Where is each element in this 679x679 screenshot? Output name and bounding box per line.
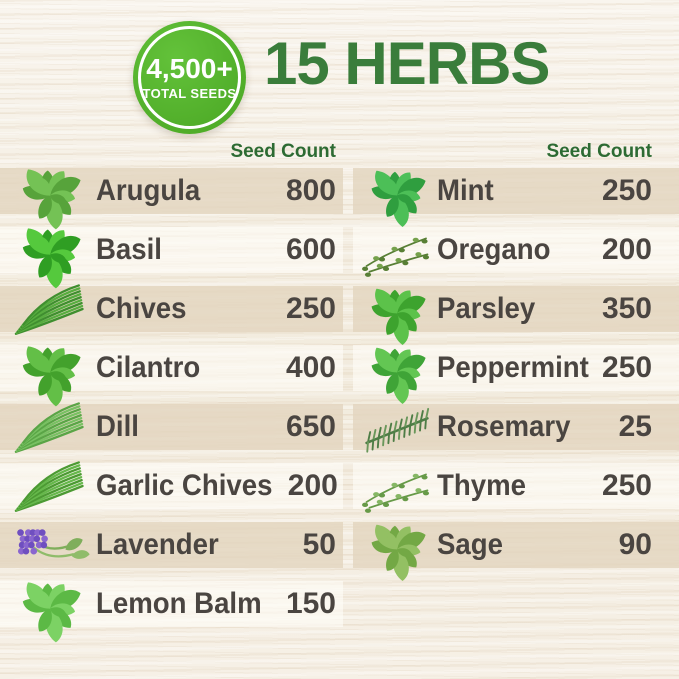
herb-seed-count: 200	[287, 469, 338, 502]
arugula-icon	[0, 160, 96, 230]
lavender-icon	[0, 514, 96, 576]
herb-row-lavender: Lavender 50	[0, 522, 343, 568]
dill-icon	[0, 396, 96, 458]
herb-seed-count: 25	[618, 410, 652, 443]
herb-row-lemon-balm: Lemon Balm 150	[0, 581, 343, 643]
herb-seed-count: 600	[285, 233, 336, 266]
badge-total-label: TOTAL SEEDS	[142, 86, 237, 101]
seed-count-header-right: Seed Count	[546, 141, 652, 162]
herb-name: Arugula	[96, 174, 201, 207]
herb-seed-count: 90	[618, 528, 652, 561]
peppermint-icon	[353, 339, 437, 404]
herb-row-arugula: Arugula 800	[0, 168, 343, 230]
herb-seed-count: 800	[285, 174, 336, 207]
page-title: 15 HERBS	[264, 30, 550, 97]
herb-name: Mint	[437, 174, 494, 207]
herb-seed-count: 650	[285, 410, 336, 443]
herb-row-cilantro: Cilantro 400	[0, 345, 343, 407]
herb-row-oregano: Oregano 200	[353, 227, 679, 277]
herb-column-left: Seed Count Arugula 800 Basil 600 Chives …	[0, 140, 343, 643]
lemon-balm-icon	[0, 573, 96, 643]
herb-name: Lavender	[96, 528, 219, 561]
herb-seed-count: 400	[285, 351, 336, 384]
herb-seed-count: 250	[602, 351, 653, 384]
herb-rows-right: Mint 250 Oregano 200 Parsley 350 Pepperm…	[353, 168, 679, 581]
herb-seed-count: 150	[285, 587, 336, 620]
herb-name: Oregano	[437, 233, 551, 266]
herb-name: Cilantro	[96, 351, 201, 384]
herb-name: Sage	[437, 528, 503, 561]
herb-row-garlic-chives: Garlic Chives 200	[0, 461, 343, 512]
herb-seed-count: 350	[601, 292, 652, 325]
herb-name: Peppermint	[437, 351, 589, 384]
basil-icon	[0, 219, 96, 289]
herb-rows-left: Arugula 800 Basil 600 Chives 250 Cilantr…	[0, 168, 343, 643]
herb-row-rosemary: Rosemary 25	[353, 404, 679, 453]
herb-row-thyme: Thyme 250	[353, 463, 679, 513]
herb-row-chives: Chives 250	[0, 284, 343, 335]
cilantro-icon	[0, 337, 96, 407]
rosemary-icon	[353, 398, 437, 456]
total-seeds-badge: 4,500+ TOTAL SEEDS	[133, 21, 246, 134]
herb-name: Parsley	[437, 292, 536, 325]
herb-row-basil: Basil 600	[0, 227, 343, 289]
herb-seed-count: 250	[601, 174, 652, 207]
sage-icon	[353, 516, 437, 581]
garlic-chives-icon	[0, 455, 96, 517]
herb-row-sage: Sage 90	[353, 522, 679, 581]
herb-name: Lemon Balm	[96, 587, 262, 620]
parsley-icon	[353, 280, 437, 345]
herb-row-parsley: Parsley 350	[353, 286, 679, 345]
herb-seed-count: 250	[285, 292, 336, 325]
seed-count-header-left: Seed Count	[230, 141, 336, 162]
badge-total-count: 4,500+	[146, 53, 233, 84]
herb-row-dill: Dill 650	[0, 402, 343, 453]
herb-name: Garlic Chives	[96, 469, 273, 502]
herb-row-mint: Mint 250	[353, 168, 679, 227]
herb-seed-count: 200	[601, 233, 652, 266]
herb-name: Thyme	[437, 469, 526, 502]
thyme-icon	[353, 457, 437, 515]
herb-name: Rosemary	[437, 410, 571, 443]
chives-icon	[0, 278, 96, 340]
herb-name: Dill	[96, 410, 139, 443]
herb-name: Basil	[96, 233, 162, 266]
herb-column-right: Seed Count Mint 250 Oregano 200 Parsley …	[353, 140, 679, 581]
herb-seed-count: 250	[601, 469, 652, 502]
herb-seed-count: 50	[302, 528, 336, 561]
mint-icon	[353, 162, 437, 227]
herb-name: Chives	[96, 292, 187, 325]
oregano-icon	[353, 221, 437, 279]
herb-row-peppermint: Peppermint 250	[353, 345, 679, 404]
